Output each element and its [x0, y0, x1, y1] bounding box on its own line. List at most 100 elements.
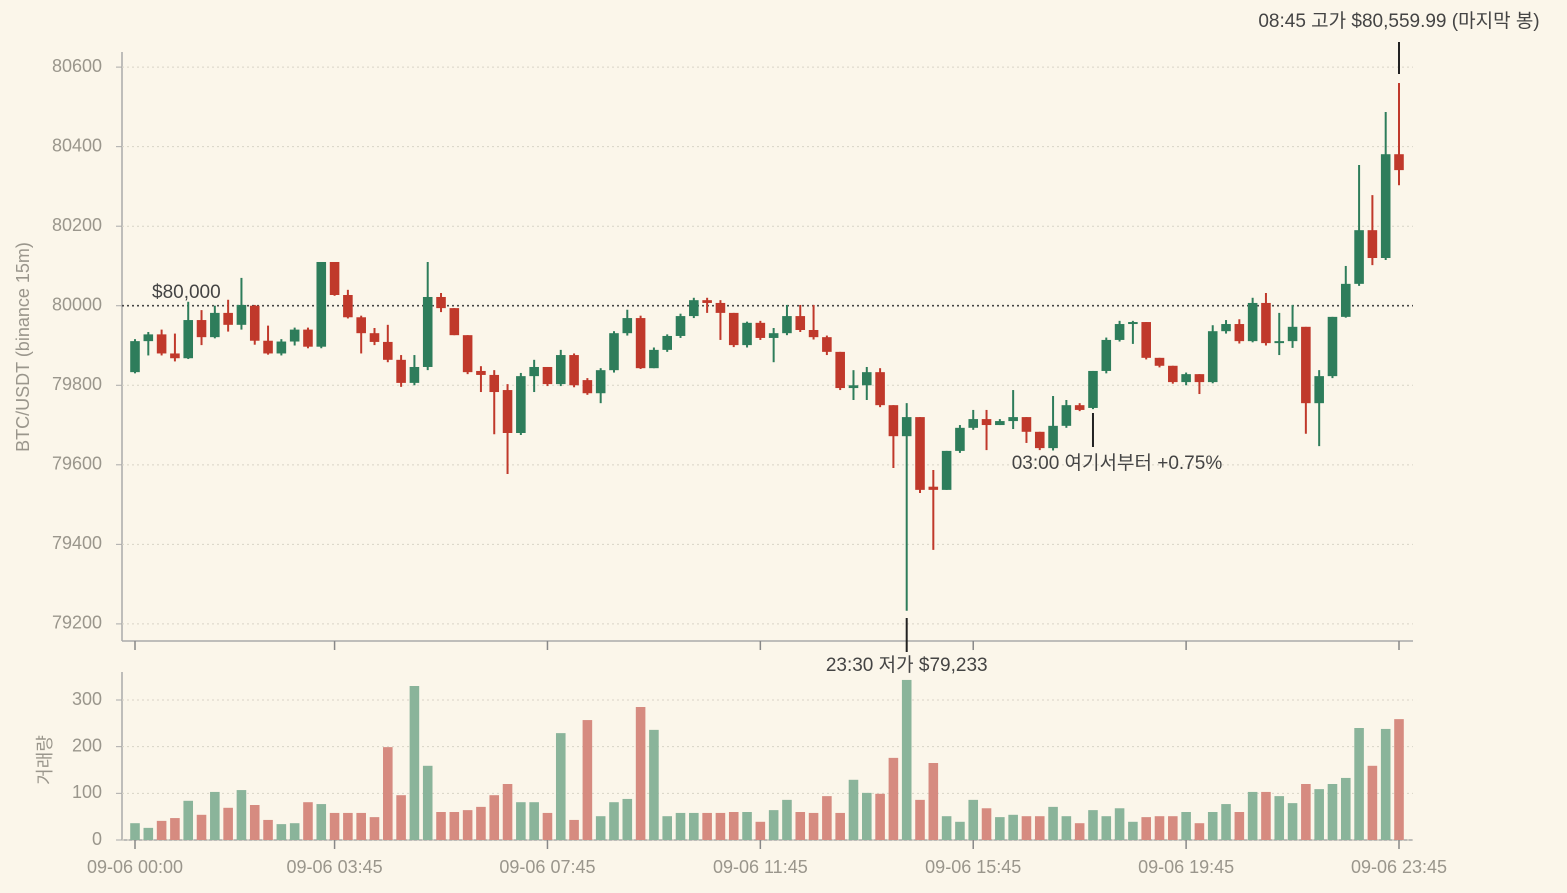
volume-bar: [995, 817, 1005, 840]
candle-body: [316, 261, 327, 347]
candle-body: [1367, 230, 1378, 259]
volume-bar: [609, 802, 619, 840]
volume-bar: [196, 814, 207, 840]
candle-body: [689, 300, 699, 317]
volume-bar: [383, 747, 393, 840]
candle-body: [1207, 331, 1218, 383]
candle-body: [1061, 405, 1072, 426]
volume-bar: [835, 812, 845, 840]
candle-body: [1314, 376, 1324, 404]
volume-bar: [1354, 728, 1364, 840]
candle-body: [130, 341, 140, 373]
x-tick-label: 09-06 15:45: [925, 857, 1021, 877]
candle-body: [263, 340, 273, 354]
candle-body: [782, 316, 792, 334]
volume-bar: [1274, 796, 1285, 840]
annotation: 03:00 여기서부터 +0.75%: [1012, 452, 1223, 474]
y-tick-label: 80600: [52, 56, 102, 76]
candle-body: [635, 318, 646, 369]
candle-body: [609, 333, 619, 371]
candle-body: [1261, 302, 1271, 344]
candle-body: [329, 261, 340, 295]
x-tick-label: 09-06 19:45: [1138, 857, 1234, 877]
volume-bar: [768, 810, 779, 840]
candle-body: [369, 333, 380, 342]
candle-body: [901, 417, 912, 437]
candle-body: [595, 370, 606, 394]
volume-bar: [622, 798, 633, 840]
candle-body: [1194, 374, 1205, 383]
x-tick-label: 09-06 07:45: [499, 857, 595, 877]
volume-bar: [1247, 791, 1258, 840]
candle-body: [1380, 154, 1391, 259]
candle-body: [569, 355, 579, 386]
volume-bar: [808, 812, 819, 840]
volume-bar: [968, 799, 979, 840]
candle-body: [622, 318, 633, 334]
volume-axis-label: 거래량: [35, 735, 55, 785]
candle-body: [1327, 316, 1338, 377]
candle-body: [1114, 324, 1125, 340]
volume-bar: [542, 812, 553, 840]
y-axis-label: BTC/USDT (binance 15m): [13, 242, 33, 452]
volume-bar: [1101, 816, 1112, 840]
volume-bar: [569, 819, 579, 840]
candle-body: [755, 322, 766, 338]
volume-bar: [356, 812, 366, 840]
volume-bar: [396, 795, 406, 840]
volume-bar: [1287, 803, 1298, 840]
candle-body: [582, 380, 593, 394]
candle-body: [875, 372, 885, 406]
volume-bar: [263, 819, 273, 840]
candle-body: [1074, 405, 1085, 410]
candle-body: [1021, 417, 1032, 432]
candle-body: [476, 370, 486, 375]
volume-bar: [901, 679, 912, 840]
volume-bar: [1301, 784, 1311, 840]
candle-body: [303, 329, 313, 347]
volume-bar: [529, 802, 539, 840]
volume-bar: [662, 816, 673, 840]
volume-bar: [462, 810, 473, 840]
candle-body: [1008, 417, 1018, 422]
annotation: 08:45 고가 $80,559.99 (마지막 봉): [1258, 10, 1539, 32]
candle-body: [1301, 326, 1311, 404]
candle-body: [396, 359, 406, 383]
volume-bar: [1394, 719, 1404, 840]
candle-body: [1340, 283, 1351, 317]
candle-body: [249, 305, 260, 341]
candle-body: [1247, 302, 1258, 342]
volume-bar: [822, 796, 832, 840]
y-tick-label: 80400: [52, 135, 102, 155]
volume-bar: [955, 821, 965, 840]
volume-bar: [156, 820, 167, 840]
volume-bar: [1314, 789, 1324, 840]
candle-body: [822, 337, 832, 352]
y-tick-label: 300: [72, 689, 102, 709]
volume-bar: [502, 784, 513, 840]
y-tick-label: 79800: [52, 374, 102, 394]
volume-bar: [555, 733, 566, 840]
candle-body: [170, 353, 180, 359]
volume-bar: [210, 791, 220, 840]
candle-body: [1141, 322, 1151, 358]
candle-body: [1394, 154, 1404, 171]
volume-bar: [1074, 823, 1085, 840]
volume-bar: [343, 812, 353, 840]
volume-bar: [875, 793, 885, 840]
volume-bar: [1367, 765, 1378, 840]
y-tick-label: 100: [72, 782, 102, 802]
volume-bar: [223, 807, 233, 840]
candle-body: [156, 334, 167, 354]
volume-bar: [848, 779, 859, 840]
volume-bar: [795, 812, 806, 840]
volume-bar: [1207, 812, 1218, 840]
x-tick-label: 09-06 11:45: [713, 857, 808, 877]
volume-bar: [1114, 808, 1125, 840]
volume-bar: [1008, 814, 1018, 840]
volume-bar: [476, 806, 486, 840]
volume-bar: [1021, 816, 1032, 840]
candle-body: [928, 486, 939, 490]
volume-bar: [489, 795, 500, 840]
